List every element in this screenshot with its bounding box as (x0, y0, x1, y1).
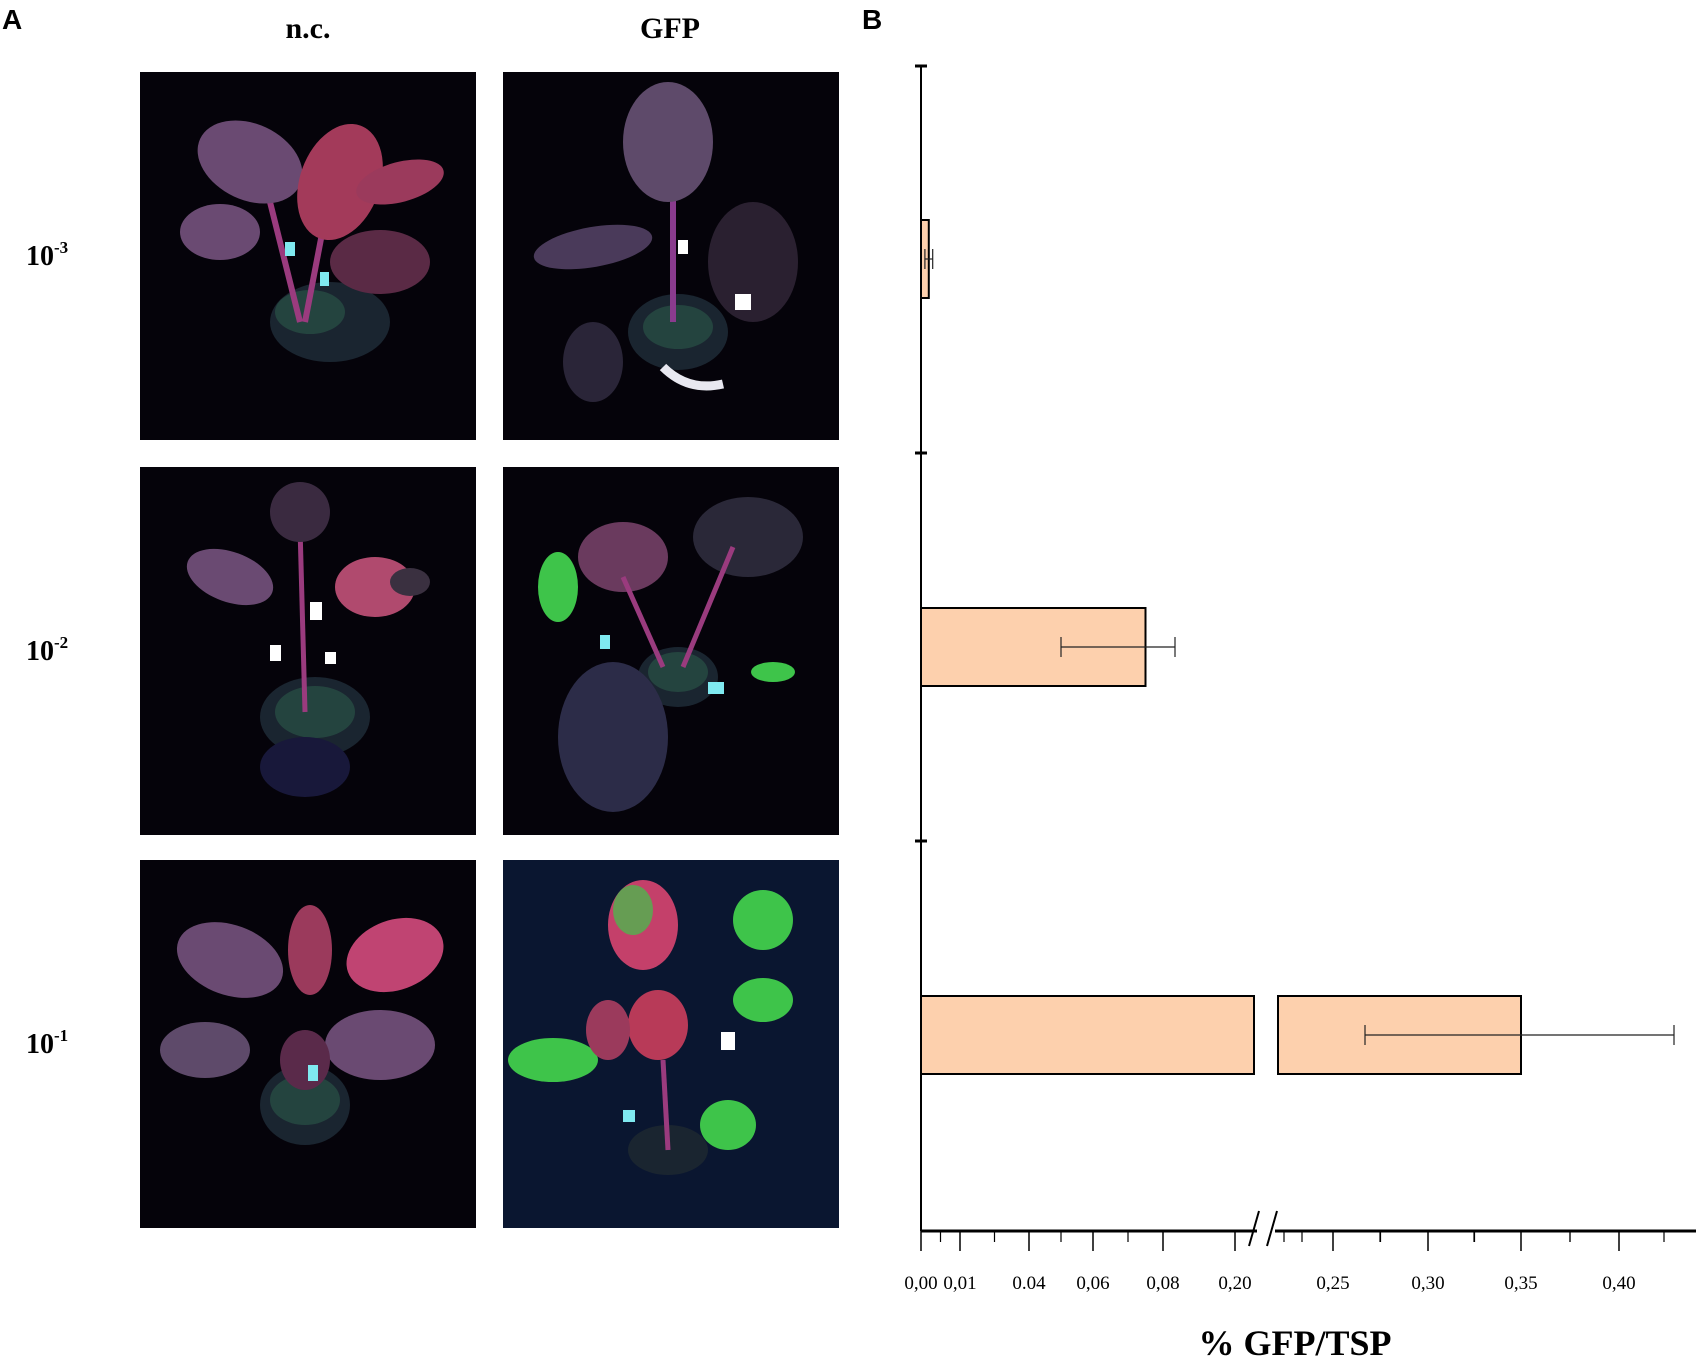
x-tick-label: 0,35 (1504, 1273, 1537, 1294)
photo-gfp-1e-3 (503, 72, 839, 440)
x-tick-label: 0,00 (904, 1273, 937, 1294)
photo-gfp-1e-2 (503, 467, 839, 835)
column-header-gfp: GFP (640, 12, 700, 45)
x-tick-label: 0,01 (943, 1273, 976, 1294)
x-tick-label: 0,06 (1076, 1273, 1109, 1294)
row-label-1e-1: 10-1 (26, 1026, 69, 1060)
x-tick-label: 0,25 (1316, 1273, 1349, 1294)
row-label-1e-3: 10-3 (26, 238, 69, 272)
x-tick-label: 0,20 (1218, 1273, 1251, 1294)
plant-image (503, 860, 839, 1228)
x-tick-label: 0.04 (1012, 1273, 1046, 1294)
panel-a-letter: A (2, 4, 23, 35)
row-label-1e-2: 10-2 (26, 633, 69, 667)
photo-nc-1e-2 (140, 467, 476, 835)
plant-image (186, 482, 430, 797)
x-tick-label: 0,40 (1602, 1273, 1635, 1294)
photo-gfp-1e-1 (503, 860, 839, 1228)
photo-nc-1e-3 (140, 72, 476, 440)
plant-image (160, 905, 444, 1145)
panel-b-letter: B (862, 4, 883, 35)
plant-image (180, 120, 444, 362)
plant-image (533, 82, 798, 402)
plant-image (538, 497, 803, 812)
x-axis-break-mark-left (1248, 1210, 1260, 1247)
x-tick-label: 0,08 (1146, 1273, 1179, 1294)
photo-nc-1e-1 (140, 860, 476, 1228)
x-axis-break-mark-right (1266, 1210, 1278, 1247)
x-axis-label: % GFP/TSP (1198, 1323, 1391, 1357)
bar-2-left (920, 995, 1255, 1075)
x-tick-label: 0,30 (1411, 1273, 1444, 1294)
column-header-nc: n.c. (285, 12, 331, 45)
